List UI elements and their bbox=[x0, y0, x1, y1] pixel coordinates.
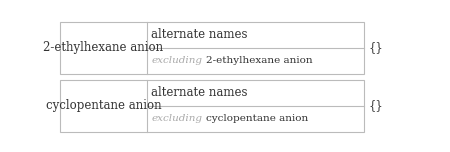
Text: alternate names: alternate names bbox=[151, 86, 248, 99]
Text: {}: {} bbox=[369, 99, 383, 112]
Text: {}: {} bbox=[369, 41, 383, 54]
Bar bbox=[60, 80, 364, 132]
Text: 2-ethylhexane anion: 2-ethylhexane anion bbox=[43, 41, 163, 54]
Text: alternate names: alternate names bbox=[151, 28, 248, 41]
Text: excluding: excluding bbox=[151, 114, 202, 123]
Bar bbox=[60, 22, 364, 74]
Text: cyclopentane anion: cyclopentane anion bbox=[206, 114, 308, 123]
Text: 2-ethylhexane anion: 2-ethylhexane anion bbox=[206, 56, 312, 65]
Text: excluding: excluding bbox=[151, 56, 202, 65]
Text: cyclopentane anion: cyclopentane anion bbox=[45, 99, 161, 112]
